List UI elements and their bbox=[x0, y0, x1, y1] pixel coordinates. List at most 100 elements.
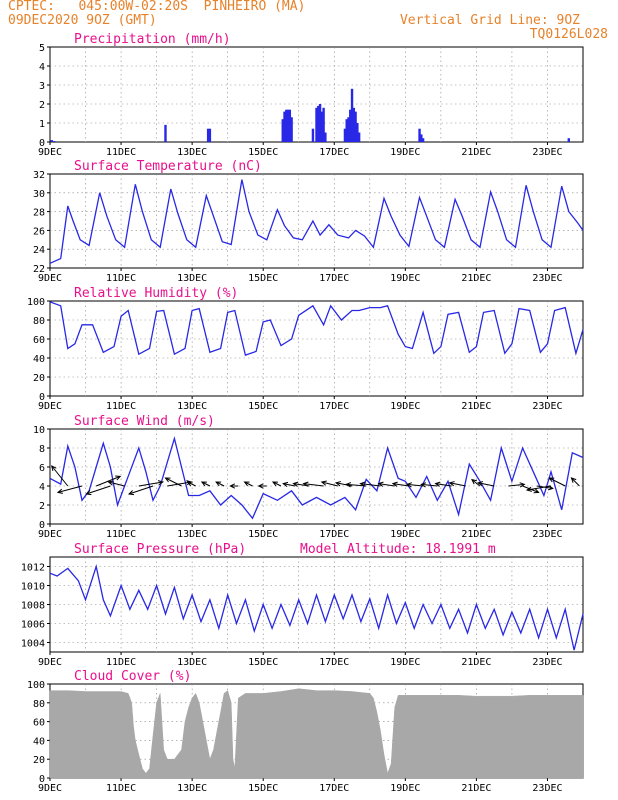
wind-vector-head bbox=[391, 481, 398, 487]
wind-vector-shaft bbox=[108, 481, 125, 487]
wind-vector bbox=[302, 481, 324, 487]
x-tick-label: 13DEC bbox=[177, 657, 207, 668]
precip-bar bbox=[324, 132, 327, 142]
precip-bar bbox=[567, 138, 570, 142]
wind-vector-shaft bbox=[167, 481, 192, 487]
x-tick-label: 19DEC bbox=[390, 273, 420, 284]
precip-bar bbox=[317, 105, 320, 142]
precip-bar bbox=[208, 128, 212, 142]
wind-vector-shaft bbox=[321, 481, 338, 487]
precip-bar bbox=[352, 107, 356, 142]
x-tick-label: 9DEC bbox=[38, 147, 62, 158]
precip-bar bbox=[421, 138, 425, 142]
wind-vector bbox=[434, 481, 452, 487]
panel-cloud: 0 20 40 60 80 100 9DEC 11DEC 13DEC 15DEC 17DEC 19DE… bbox=[27, 669, 584, 794]
y-tick-label: 0 bbox=[39, 520, 45, 531]
y-tick-label: 6 bbox=[39, 463, 45, 474]
precip-bar bbox=[164, 124, 167, 142]
wind-vector bbox=[186, 481, 196, 487]
wind-vector-shaft bbox=[571, 477, 580, 487]
precip-bar bbox=[206, 128, 210, 142]
x-tick-label: 11DEC bbox=[106, 657, 136, 668]
x-tick-label: 9DEC bbox=[38, 783, 62, 794]
wind-vector-shaft bbox=[201, 481, 211, 487]
wind-vector bbox=[96, 475, 122, 487]
wind-vector-shaft bbox=[471, 479, 481, 487]
x-tick-label: 17DEC bbox=[319, 783, 349, 794]
x-tick-label: 17DEC bbox=[319, 657, 349, 668]
x-tick-label: 11DEC bbox=[106, 783, 136, 794]
wind-vector-shaft bbox=[86, 485, 111, 495]
y-tick-label: 32 bbox=[33, 170, 45, 181]
wind-vector bbox=[570, 477, 580, 487]
wind-vector bbox=[51, 465, 69, 487]
wind-vector bbox=[525, 485, 552, 492]
x-tick-label: 11DEC bbox=[106, 401, 136, 412]
wind-vector-head bbox=[292, 481, 299, 487]
wind-vector bbox=[200, 481, 211, 487]
x-tick-label: 15DEC bbox=[248, 147, 278, 158]
precip-bar bbox=[418, 128, 421, 142]
panel-frame bbox=[49, 300, 584, 397]
y-tick-label: 1008 bbox=[21, 601, 45, 612]
panel-title: Cloud Cover (%) bbox=[74, 669, 191, 684]
wind-vector bbox=[164, 477, 182, 487]
x-tick-label: 19DEC bbox=[390, 783, 420, 794]
wind-vector-shaft bbox=[138, 481, 163, 487]
y-tick-label: 40 bbox=[33, 736, 45, 747]
precip-bar bbox=[343, 128, 347, 142]
wind-vector bbox=[405, 482, 424, 488]
x-tick-label: 23DEC bbox=[532, 657, 562, 668]
precip-bar bbox=[53, 141, 56, 142]
y-tick-label: 0 bbox=[39, 774, 45, 785]
x-tick-label: 13DEC bbox=[177, 529, 207, 540]
wind-vector-shaft bbox=[435, 483, 452, 487]
x-tick-label: 17DEC bbox=[319, 401, 349, 412]
wind-vector-head bbox=[157, 480, 164, 486]
wind-vector bbox=[448, 481, 466, 487]
wind-vector bbox=[508, 482, 526, 488]
panel-pressure: 1004 1006 1008 1010 1012 9DEC 11DEC 13DEC 15DEC 1… bbox=[21, 542, 584, 668]
wind-vector bbox=[243, 481, 253, 487]
wind-vector-head bbox=[320, 480, 327, 486]
wind-vector bbox=[334, 481, 353, 487]
y-tick-label: 4 bbox=[39, 62, 45, 73]
y-tick-label: 60 bbox=[33, 718, 45, 729]
wind-vector-head bbox=[405, 482, 412, 488]
wind-vector-shaft bbox=[303, 483, 324, 487]
precip-bar bbox=[315, 107, 318, 142]
wind-vector-head bbox=[257, 483, 264, 489]
precip-bar bbox=[354, 111, 357, 142]
header-date: 09DEC2020 9OZ (GMT) bbox=[8, 13, 157, 28]
wind-vector-head bbox=[107, 480, 114, 486]
wind-vector-shaft bbox=[392, 483, 409, 487]
wind-vector-head bbox=[471, 478, 477, 485]
precip-bar bbox=[281, 119, 284, 142]
wind-vector-head bbox=[377, 481, 384, 487]
cloud-area bbox=[49, 688, 584, 779]
wind-vector-head bbox=[51, 465, 57, 471]
y-tick-label: 8 bbox=[39, 444, 45, 455]
wind-vector-shaft bbox=[283, 483, 296, 487]
x-tick-label: 11DEC bbox=[106, 529, 136, 540]
wind-vector bbox=[282, 481, 296, 488]
y-tick-label: 30 bbox=[33, 189, 45, 200]
wind-vector-head bbox=[115, 475, 122, 481]
wind-vector-head bbox=[186, 481, 193, 487]
y-tick-label: 1004 bbox=[21, 639, 45, 650]
y-tick-label: 1006 bbox=[21, 620, 45, 631]
wind-vector bbox=[477, 481, 495, 487]
wind-vector bbox=[127, 485, 154, 496]
x-tick-label: 17DEC bbox=[319, 529, 349, 540]
wind-vector-head bbox=[477, 481, 484, 487]
y-tick-label: 1010 bbox=[21, 582, 45, 593]
x-tick-label: 9DEC bbox=[38, 273, 62, 284]
y-tick-label: 1 bbox=[39, 119, 45, 130]
wind-vector-shaft bbox=[187, 481, 196, 487]
wind-vector bbox=[215, 481, 225, 487]
panel-frame bbox=[49, 173, 584, 269]
wind-vector bbox=[359, 481, 381, 487]
y-tick-label: 100 bbox=[27, 680, 45, 691]
x-tick-label: 13DEC bbox=[177, 783, 207, 794]
precip-bar bbox=[349, 109, 352, 142]
